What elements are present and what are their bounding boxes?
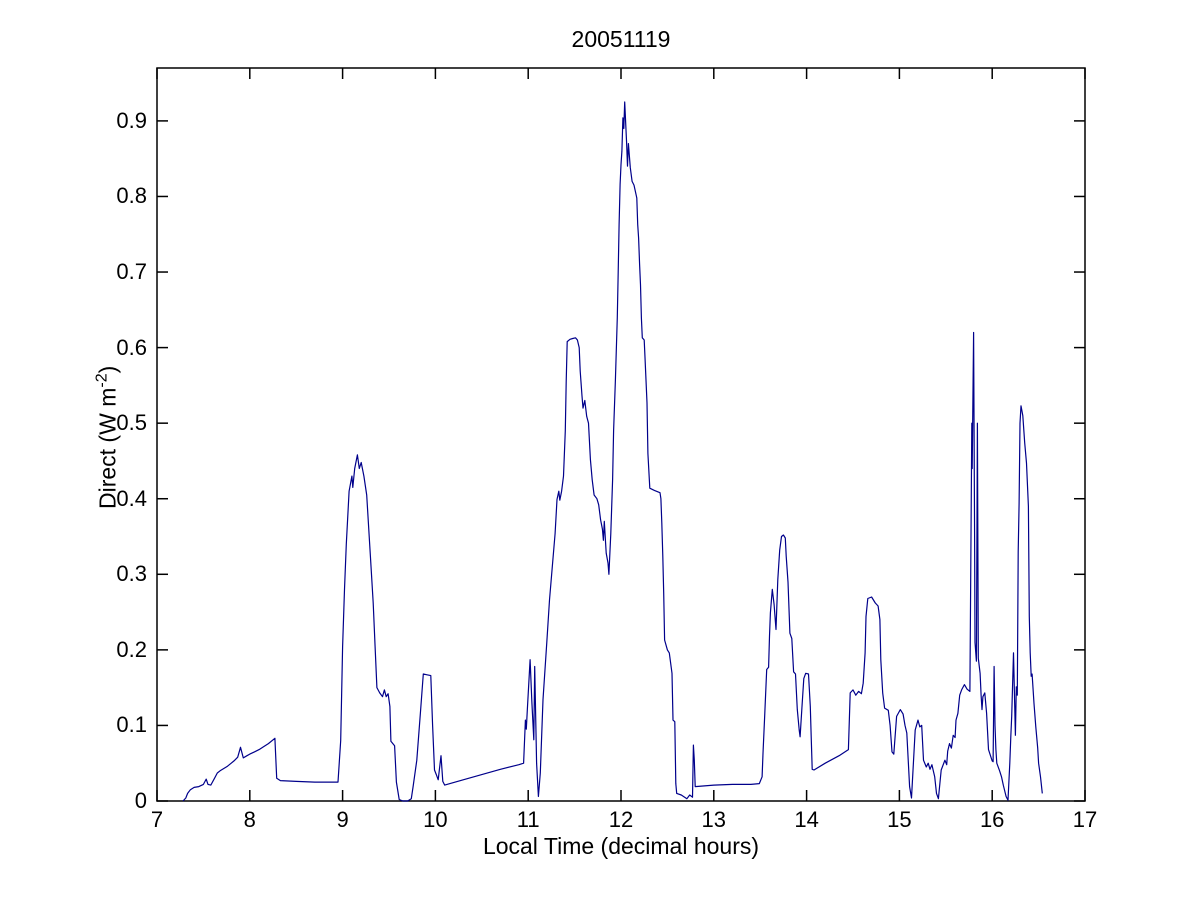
data-line xyxy=(182,101,1043,802)
y-tick-label: 0.9 xyxy=(116,107,147,133)
y-tick-label: 0.4 xyxy=(116,485,147,511)
x-axis-label: Local Time (decimal hours) xyxy=(482,833,760,859)
y-tick-label: 0 xyxy=(134,788,147,813)
y-tick-label: 0.5 xyxy=(116,410,147,436)
x-tick-label: 10 xyxy=(423,807,448,832)
y-tick-label: 0.2 xyxy=(116,636,147,662)
x-tick-label: 17 xyxy=(1072,807,1098,832)
y-axis-label-close: ) xyxy=(94,365,121,374)
y-tick-label: 0.1 xyxy=(116,712,147,738)
y-tick-label: 0.6 xyxy=(116,334,147,360)
x-tick-label: 7 xyxy=(150,807,164,832)
x-tick-label: 12 xyxy=(608,807,634,832)
y-tick-label: 0.7 xyxy=(116,259,147,285)
x-tick-label: 9 xyxy=(336,807,349,832)
x-tick-label: 11 xyxy=(516,807,540,832)
x-tick-label: 16 xyxy=(979,807,1005,832)
y-axis-label-superscript: -2 xyxy=(92,373,111,388)
x-tick-label: 15 xyxy=(887,807,912,832)
x-tick-label: 8 xyxy=(243,807,256,832)
y-tick-label: 0.3 xyxy=(116,561,147,587)
plot-frame xyxy=(156,67,1086,802)
x-tick-label: 13 xyxy=(701,807,727,832)
y-tick-label: 0.8 xyxy=(116,183,147,209)
x-tick-label: 14 xyxy=(794,807,819,832)
chart-title: 20051119 xyxy=(571,26,671,52)
